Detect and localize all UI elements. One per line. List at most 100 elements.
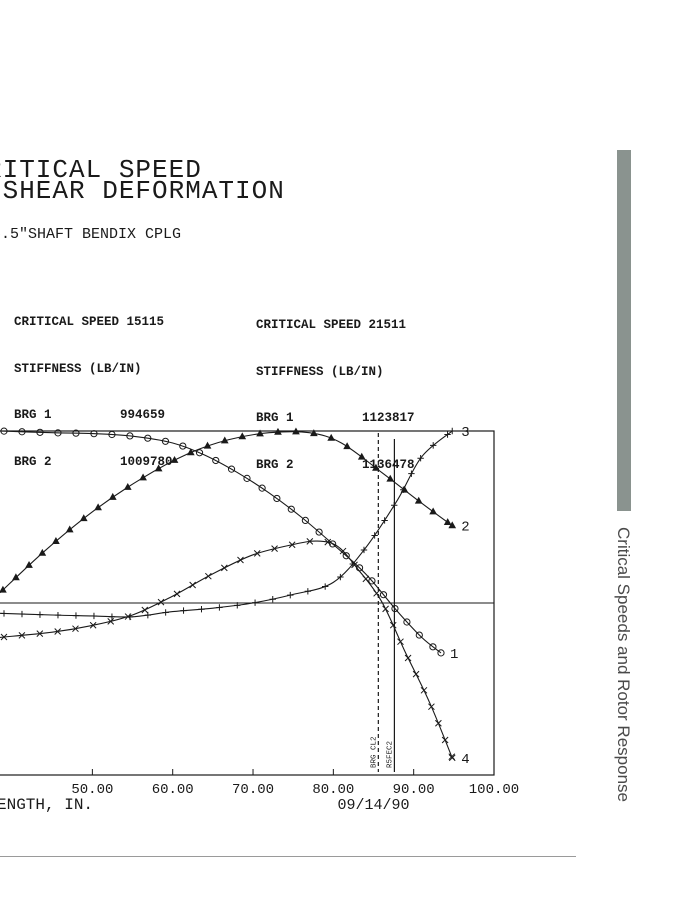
data-point: [449, 427, 456, 435]
data-point: [381, 517, 388, 524]
data-point: [360, 546, 368, 554]
data-point: [256, 429, 264, 437]
data-point: [287, 591, 294, 599]
data-point: [274, 427, 282, 435]
data-point: [391, 502, 398, 509]
stiffness-row: STIFFNESS (LB/IN): [14, 362, 173, 378]
data-point: [443, 518, 452, 526]
data-point: [271, 545, 278, 552]
bearing-line-label: R5FEC2: [386, 741, 394, 768]
data-point: [253, 550, 261, 557]
data-point: [306, 538, 314, 545]
series-label: 4: [461, 752, 469, 768]
running-header: Critical Speeds and Rotor Response: [614, 527, 633, 802]
data-point: [237, 556, 244, 564]
data-point: [351, 561, 358, 569]
data-point: [52, 537, 60, 544]
data-point: [400, 486, 407, 493]
x-tick-label: 100.00: [469, 782, 519, 798]
data-point: [179, 442, 187, 450]
data-point: [161, 437, 170, 445]
critical-speed-row: CRITICAL SPEED 15115: [14, 315, 173, 331]
data-point: [203, 441, 212, 449]
chart-date: 09/14/90: [338, 797, 410, 814]
data-point: [186, 448, 195, 456]
data-point: [327, 433, 336, 441]
data-point: [18, 610, 26, 618]
data-point: [144, 434, 152, 442]
data-point: [315, 528, 323, 536]
stiffness-row: STIFFNESS (LB/IN): [256, 365, 415, 381]
data-point: [397, 638, 404, 646]
data-point: [373, 589, 380, 597]
data-point: [36, 630, 44, 637]
stiffness-label: STIFFNESS (LB/IN): [256, 364, 384, 379]
bearing-label: BRG 1: [14, 408, 52, 422]
series-line: [0, 430, 442, 654]
x-tick-label: 80.00: [312, 782, 354, 798]
data-point: [123, 482, 132, 490]
data-point: [269, 595, 276, 603]
data-point: [212, 456, 220, 465]
data-point: [12, 573, 20, 581]
critical-speed-value: 21511: [368, 318, 407, 332]
x-tick-label: 90.00: [393, 782, 435, 798]
series-3: [0, 427, 456, 621]
x-tick-label: 50.00: [71, 782, 113, 798]
data-point: [180, 607, 187, 614]
data-point: [448, 521, 457, 529]
data-point: [371, 532, 378, 539]
data-point: [227, 465, 236, 473]
data-point: [437, 649, 445, 657]
x-axis-label: ENGTH, IN.: [0, 796, 93, 814]
data-point: [18, 632, 26, 639]
data-point: [243, 474, 251, 482]
data-point: [404, 654, 412, 662]
data-point: [38, 548, 47, 556]
data-point: [25, 560, 33, 568]
mode-info-2: CRITICAL SPEED 21511 STIFFNESS (LB/IN) B…: [256, 287, 415, 489]
data-point: [195, 449, 204, 457]
data-point: [189, 581, 197, 589]
data-point: [54, 628, 62, 635]
series-2: [0, 427, 457, 594]
series-line: [0, 430, 453, 618]
data-point: [429, 643, 437, 651]
data-point: [287, 505, 295, 513]
data-point: [157, 598, 165, 606]
sidebar-accent-bar: [617, 150, 631, 511]
critical-speed-row: CRITICAL SPEED 21511: [256, 318, 415, 334]
critical-speed-value: 15115: [126, 315, 165, 329]
data-point: [403, 618, 411, 626]
data-point: [441, 736, 449, 744]
bearing-label: BRG 2: [14, 454, 52, 469]
data-point: [36, 611, 44, 618]
data-point: [126, 432, 134, 440]
data-point: [18, 428, 26, 436]
data-point: [339, 547, 347, 555]
data-point: [124, 613, 132, 620]
data-point: [389, 621, 397, 629]
data-point: [357, 452, 366, 460]
data-point: [362, 575, 370, 583]
chart-title-line2: SHEAR DEFORMATION: [0, 176, 285, 206]
data-point: [220, 436, 229, 444]
data-point: [0, 427, 8, 435]
bearing-stiffness: 1009780: [120, 454, 173, 469]
data-point: [72, 612, 80, 619]
series-line: [0, 431, 453, 594]
data-point: [79, 514, 88, 522]
data-point: [139, 473, 147, 481]
data-point: [412, 670, 420, 678]
data-point: [417, 454, 424, 462]
data-point: [54, 611, 62, 619]
data-point: [72, 429, 80, 437]
bearing-row: BRG 1 994659: [14, 408, 173, 424]
data-point: [310, 429, 318, 437]
data-point: [414, 496, 423, 504]
data-point: [368, 577, 376, 585]
data-point: [94, 503, 102, 511]
data-point: [108, 613, 116, 620]
data-point: [36, 428, 44, 436]
